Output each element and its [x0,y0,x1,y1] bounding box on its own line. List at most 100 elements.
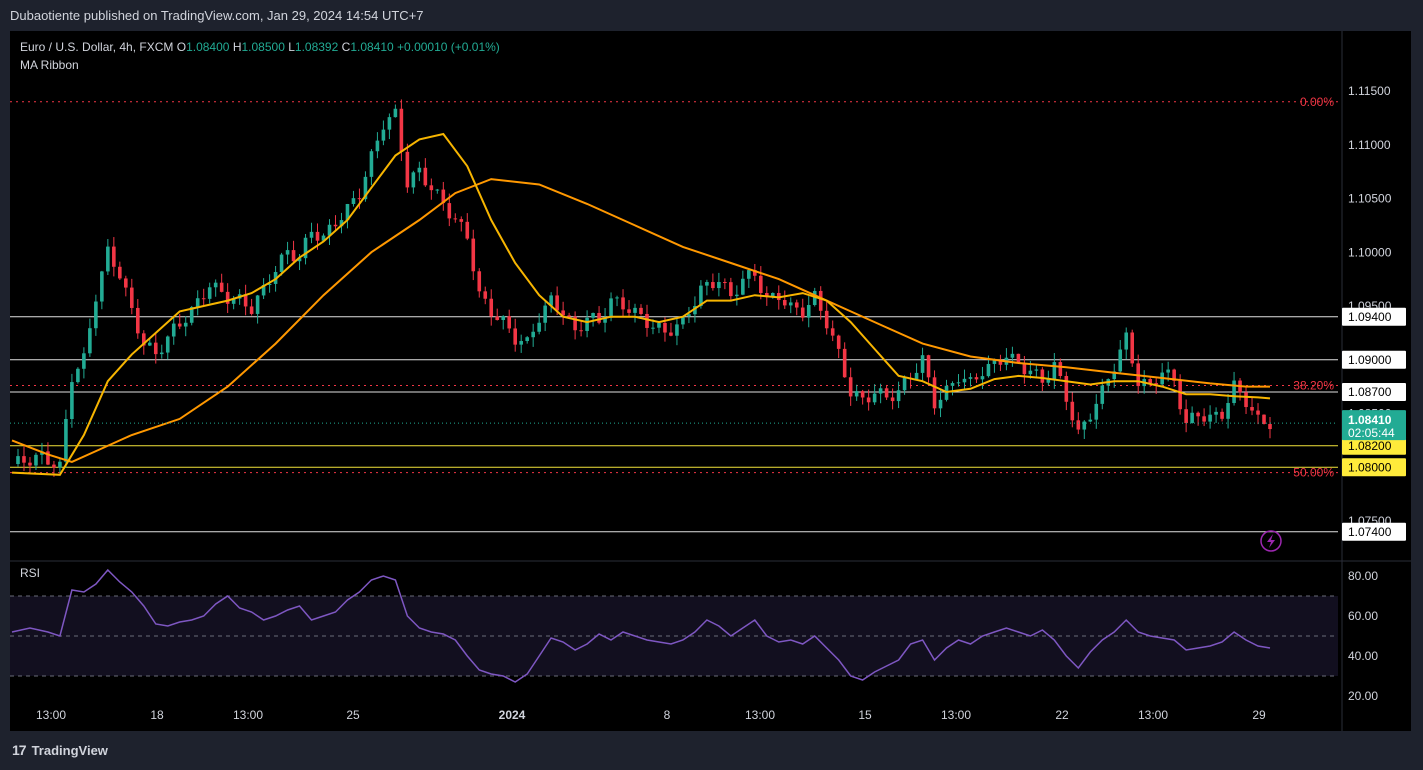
candle-body [1088,419,1093,422]
level-tag [1342,522,1406,541]
high-key: H [232,40,242,54]
time-tick-label: 13:00 [745,708,775,722]
tradingview-logo-icon: 17 [12,742,27,758]
ma-fast-line [11,132,1271,476]
rsi-tick-label: 80.00 [1348,569,1378,583]
candle-body [351,198,356,204]
candle-body [225,291,230,304]
candle-body [657,322,661,328]
indicator-name[interactable]: MA Ribbon [20,58,79,72]
candle-body [1202,416,1206,422]
candle-body [729,282,733,297]
candle-body [411,172,416,188]
candle-body [765,293,769,298]
candle-body [645,313,649,328]
candle-body [878,388,883,394]
price-tick-label: 1.10500 [1348,192,1392,206]
candle-body [717,281,721,289]
candle-body [1214,411,1218,415]
candle-body [627,309,631,313]
ma-slow-line [11,178,1270,463]
candle-body [141,333,146,346]
candle-body [1094,403,1099,420]
candle-body [345,203,350,221]
candle-body [243,294,248,307]
candle-body [309,231,314,238]
candle-body [794,302,799,308]
candle-body [663,322,667,333]
level-tag-label: 1.09000 [1348,353,1392,367]
high-value: 1.08500 [241,40,285,54]
candle-body [836,335,841,349]
candle-body [363,176,368,200]
candle-body [207,287,212,299]
bar-countdown-label: 02:05:44 [1348,426,1395,440]
candle-body [519,341,523,345]
candle-body [1082,421,1087,430]
candle-body [974,377,979,380]
candle-body [1166,369,1170,373]
ohlc-legend: Euro / U.S. Dollar, 4h, FXCM O1.08400 H1… [20,40,500,54]
candle-body [633,307,637,313]
candle-body [58,461,62,468]
candle-body [489,298,494,317]
candle-body [1124,332,1129,350]
candle-body [64,419,68,462]
candle-body [82,353,86,369]
candle-body [100,271,104,302]
price-chart[interactable]: 1.115001.110001.105001.100001.095001.085… [10,31,1411,731]
candle-body [1256,410,1260,415]
candle-body [381,129,386,141]
candle-body [465,221,470,239]
candle-body [1076,420,1081,430]
rsi-line [11,568,1271,683]
level-tag-label: 1.08700 [1348,385,1392,399]
time-tick-label: 13:00 [941,708,971,722]
candle-body [992,360,997,364]
candle-body [980,376,985,380]
candle-body [279,254,284,273]
candle-body [88,328,92,354]
candle-body [854,391,859,397]
candle-body [782,300,787,306]
level-tag [1342,458,1406,477]
candle-body [1022,363,1027,375]
candle-body [417,167,422,173]
chart-panel[interactable]: 1.115001.110001.105001.100001.095001.085… [10,31,1411,731]
candle-body [171,323,176,337]
candle-body [693,305,697,315]
low-value: 1.08392 [294,40,339,54]
candle-body [549,295,553,306]
candle-body [759,275,763,294]
candle-body [130,287,134,308]
candle-body [399,108,404,152]
candle-body [609,298,613,318]
candle-body [1220,411,1224,419]
candle-body [675,324,679,336]
candle-body [597,312,601,323]
time-tick-label: 8 [664,708,671,722]
candle-body [848,377,853,397]
candle-body [333,224,338,227]
rsi-tick-label: 40.00 [1348,649,1378,663]
candle-body [136,307,140,334]
candle-body [741,278,745,295]
candle-body [735,294,739,297]
candle-body [812,290,817,305]
candle-body [753,270,757,276]
candle-body [52,464,56,468]
candle-body [1058,362,1063,376]
candle-body [1112,371,1117,380]
candle-body [1100,385,1105,404]
candle-body [591,312,595,318]
candle-body [932,377,937,409]
candle-body [866,397,871,403]
published-caption: Dubaotiente published on TradingView.com… [10,8,424,23]
tradingview-footer[interactable]: 17 TradingView [12,742,108,758]
rsi-label[interactable]: RSI [20,566,41,580]
rsi-tick-label: 20.00 [1348,689,1378,703]
candle-body [477,271,482,292]
price-tick-label: 1.11000 [1348,138,1391,152]
change-value: +0.00010 (+0.01%) [397,40,500,54]
time-tick-label: 18 [150,708,164,722]
